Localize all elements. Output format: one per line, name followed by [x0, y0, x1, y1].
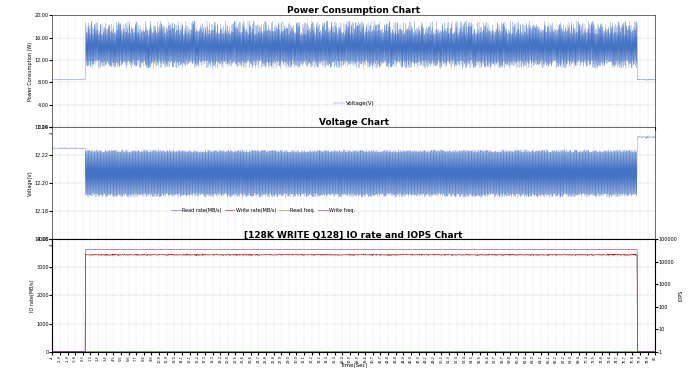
- X-axis label: Time(Sec): Time(Sec): [340, 139, 367, 144]
- Y-axis label: IO rate(MB/s): IO rate(MB/s): [30, 279, 35, 311]
- Legend: Read rate(MB/s), Write rate(MB/s), Read freq., Write freq.: Read rate(MB/s), Write rate(MB/s), Read …: [169, 206, 358, 215]
- Title: Voltage Chart: Voltage Chart: [319, 118, 389, 127]
- Y-axis label: Power Consumption (W): Power Consumption (W): [29, 42, 33, 101]
- Legend: Voltage(V): Voltage(V): [331, 99, 376, 108]
- Title: [128K WRITE Q128] IO rate and IOPS Chart: [128K WRITE Q128] IO rate and IOPS Chart: [245, 231, 463, 239]
- X-axis label: Time(Sec): Time(Sec): [340, 363, 367, 368]
- X-axis label: Time(Sec): Time(Sec): [340, 251, 367, 256]
- Title: Power Consumption Chart: Power Consumption Chart: [287, 6, 420, 15]
- Y-axis label: Voltage(V): Voltage(V): [29, 170, 33, 196]
- Y-axis label: IOPS: IOPS: [679, 290, 684, 301]
